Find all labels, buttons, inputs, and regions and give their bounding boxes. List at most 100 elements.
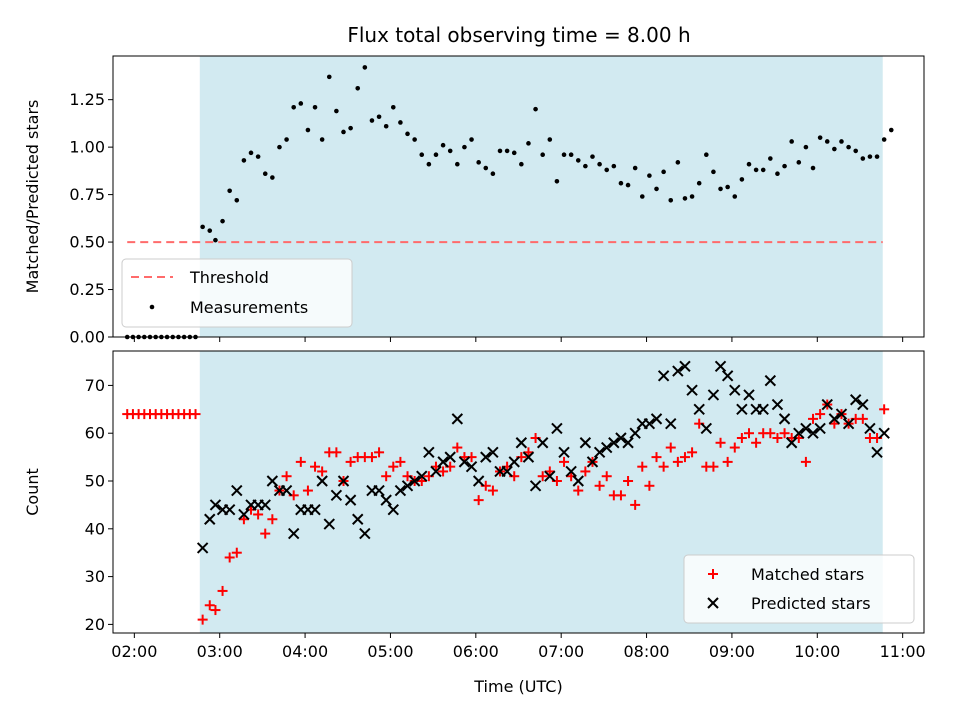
y-tick-label: 30 bbox=[85, 567, 105, 586]
predicted-star-point bbox=[814, 422, 826, 435]
predicted-star-point bbox=[238, 508, 250, 521]
matched-star-point bbox=[800, 456, 811, 467]
predicted-star-point bbox=[401, 480, 414, 492]
predicted-star-point bbox=[686, 384, 698, 396]
measurement-point bbox=[853, 148, 859, 154]
legend-measurements-swatch bbox=[149, 304, 155, 310]
matched-star-point bbox=[672, 456, 683, 467]
predicted-star-point bbox=[387, 503, 400, 516]
matched-star-point bbox=[829, 418, 840, 429]
matched-star-point bbox=[615, 490, 626, 501]
measurement-point bbox=[483, 165, 489, 171]
predicted-star-point bbox=[657, 370, 670, 382]
matched-star-point bbox=[224, 552, 235, 563]
y-tick-label: 0.75 bbox=[69, 185, 105, 204]
predicted-star-point bbox=[643, 417, 656, 430]
measurement-point bbox=[839, 139, 844, 144]
predicted-star-point bbox=[615, 432, 627, 444]
predicted-star-point bbox=[672, 365, 684, 377]
y-tick-label: 0.50 bbox=[69, 233, 105, 252]
predicted-star-point bbox=[793, 427, 805, 439]
predicted-star-point bbox=[835, 408, 848, 420]
predicted-star-point bbox=[849, 394, 862, 406]
predicted-star-point bbox=[287, 527, 300, 540]
measurement-point bbox=[746, 161, 752, 167]
predicted-star-point bbox=[416, 470, 428, 482]
predicted-star-point bbox=[778, 413, 791, 425]
predicted-star-point bbox=[871, 446, 883, 459]
chart-title: Flux total observing time = 8.00 h bbox=[347, 23, 690, 47]
matched-star-point bbox=[374, 447, 385, 458]
predicted-star-point bbox=[572, 475, 584, 487]
measurement-point bbox=[519, 161, 524, 167]
measurement-point bbox=[241, 158, 247, 163]
predicted-star-point bbox=[451, 413, 464, 425]
matched-star-point bbox=[637, 461, 648, 472]
measurement-point bbox=[782, 163, 787, 169]
measurement-point bbox=[291, 104, 296, 110]
bottom-legend: Matched stars Predicted stars bbox=[683, 554, 915, 624]
predicted-star-point bbox=[665, 417, 677, 430]
legend-predicted-label: Predicted stars bbox=[751, 594, 871, 613]
measurement-point bbox=[383, 123, 389, 129]
matched-star-point bbox=[238, 514, 249, 525]
measurement-point bbox=[455, 161, 460, 167]
measurement-point bbox=[277, 144, 282, 150]
measurement-point bbox=[632, 165, 638, 171]
measurement-point bbox=[462, 144, 467, 150]
predicted-star-point bbox=[529, 480, 542, 492]
legend-matched-label: Matched stars bbox=[751, 565, 864, 584]
predicted-star-point bbox=[259, 499, 271, 511]
predicted-star-point bbox=[209, 499, 222, 511]
predicted-star-point bbox=[842, 417, 855, 430]
measurement-point bbox=[888, 127, 894, 133]
measurement-point bbox=[810, 165, 816, 171]
y-tick-label: 1.00 bbox=[69, 138, 105, 157]
matched-star-point bbox=[310, 461, 321, 472]
measurement-point bbox=[796, 160, 802, 165]
predicted-star-point bbox=[458, 456, 471, 468]
measurement-point bbox=[341, 129, 346, 135]
matched-star-point bbox=[416, 476, 427, 487]
matched-star-point bbox=[580, 466, 591, 477]
measurement-point bbox=[419, 152, 425, 158]
matched-star-point bbox=[772, 432, 783, 443]
predicted-star-point bbox=[352, 513, 364, 525]
legend-predicted-swatch bbox=[707, 597, 719, 609]
matched-star-point bbox=[808, 413, 819, 424]
legend-measurements-label: Measurements bbox=[190, 298, 308, 317]
measurement-point bbox=[874, 154, 880, 159]
measurement-point bbox=[846, 144, 851, 150]
predicted-star-point bbox=[864, 422, 876, 435]
predicted-star-point bbox=[828, 413, 841, 425]
matched-star-point bbox=[197, 614, 208, 625]
predicted-star-point bbox=[266, 475, 279, 487]
matched-star-point bbox=[729, 442, 740, 453]
measurement-point bbox=[213, 237, 218, 243]
measurement-point bbox=[355, 85, 361, 91]
measurement-point bbox=[533, 106, 538, 112]
matched-star-point bbox=[210, 605, 221, 616]
predicted-star-point bbox=[480, 451, 492, 463]
matched-star-point bbox=[644, 480, 655, 491]
measurement-point bbox=[511, 150, 517, 156]
predicted-star-point bbox=[878, 427, 890, 439]
y-tick-label: 50 bbox=[85, 472, 105, 491]
predicted-star-point bbox=[551, 422, 563, 435]
measurement-point bbox=[220, 218, 225, 224]
matched-star-point bbox=[281, 471, 292, 482]
predicted-star-point bbox=[394, 484, 407, 497]
predicted-star-point bbox=[800, 422, 812, 435]
matched-star-point bbox=[765, 428, 776, 439]
predicted-star-point bbox=[693, 403, 705, 416]
matched-star-point bbox=[879, 404, 890, 415]
matched-star-point bbox=[665, 442, 676, 453]
measurement-point bbox=[248, 150, 254, 156]
legend-threshold-label: Threshold bbox=[189, 268, 269, 287]
measurement-point bbox=[504, 148, 510, 154]
matched-star-point bbox=[687, 447, 698, 458]
matched-star-point bbox=[231, 547, 242, 558]
measurement-point bbox=[398, 120, 403, 125]
predicted-star-point bbox=[579, 437, 592, 449]
measurement-point bbox=[568, 152, 574, 158]
